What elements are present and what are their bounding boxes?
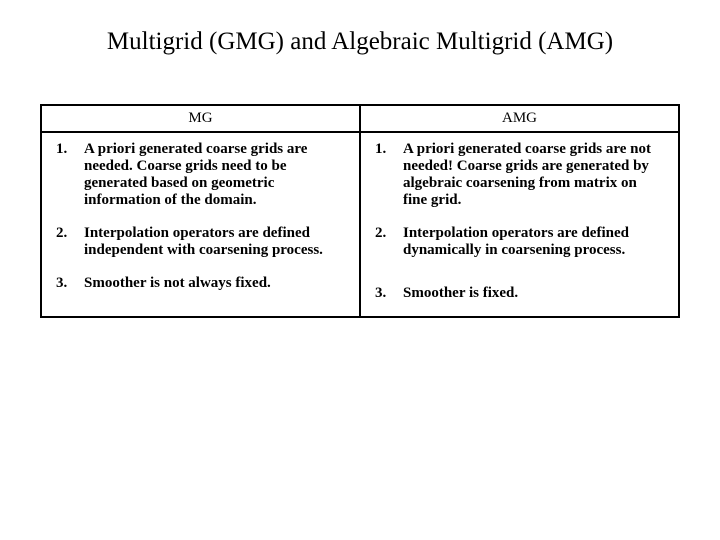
entry-number: 1. <box>56 141 84 158</box>
comparison-table: MG AMG 1. A priori generated coarse grid… <box>40 104 680 318</box>
mg-entry-2: 2. Interpolation operators are defined i… <box>56 225 345 259</box>
entry-text: A priori generated coarse grids are need… <box>84 141 345 209</box>
entry-text: A priori generated coarse grids are not … <box>403 141 664 209</box>
table-body-row: 1. A priori generated coarse grids are n… <box>41 132 679 317</box>
mg-body-cell: 1. A priori generated coarse grids are n… <box>41 132 360 317</box>
mg-entry-3: 3. Smoother is not always fixed. <box>56 275 345 292</box>
table-header-row: MG AMG <box>41 105 679 132</box>
entry-number: 3. <box>56 275 84 292</box>
page-title: Multigrid (GMG) and Algebraic Multigrid … <box>40 28 680 56</box>
entry-text: Interpolation operators are defined inde… <box>84 225 345 259</box>
amg-entry-3: 3. Smoother is fixed. <box>375 285 664 302</box>
entry-number: 1. <box>375 141 403 158</box>
mg-entry-1: 1. A priori generated coarse grids are n… <box>56 141 345 209</box>
entry-number: 2. <box>375 225 403 242</box>
amg-entry-2: 2. Interpolation operators are defined d… <box>375 225 664 259</box>
amg-body-cell: 1. A priori generated coarse grids are n… <box>360 132 679 317</box>
entry-text: Smoother is not always fixed. <box>84 275 345 292</box>
entry-text: Interpolation operators are defined dyna… <box>403 225 664 259</box>
entry-number: 2. <box>56 225 84 242</box>
header-amg: AMG <box>360 105 679 132</box>
header-mg: MG <box>41 105 360 132</box>
entry-text: Smoother is fixed. <box>403 285 664 302</box>
amg-entry-1: 1. A priori generated coarse grids are n… <box>375 141 664 209</box>
entry-number: 3. <box>375 285 403 302</box>
